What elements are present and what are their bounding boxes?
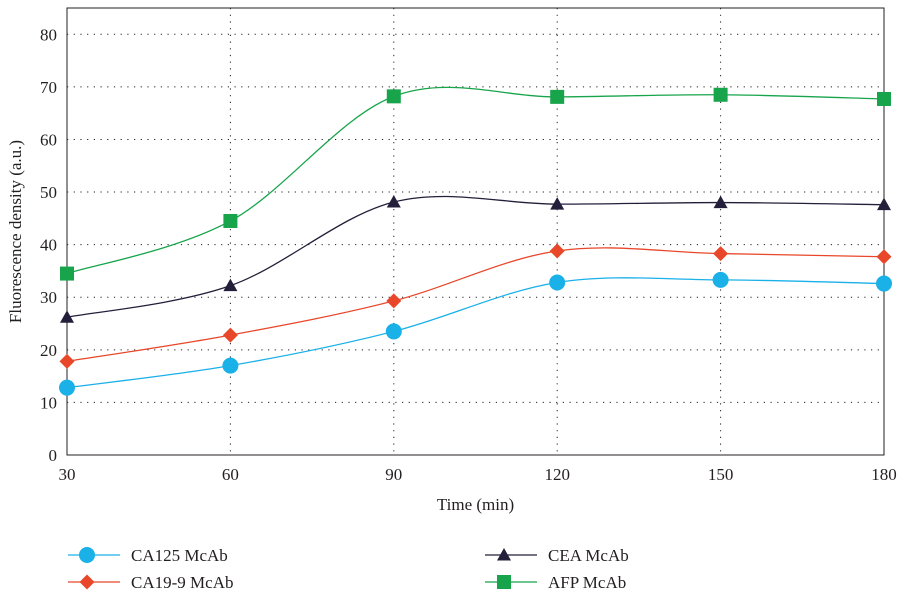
data-point (223, 213, 238, 228)
legend-label: CA125 McAb (131, 546, 228, 565)
legend-item: CEA McAb (485, 546, 629, 565)
legend: CA125 McAb CA19-9 McAb CEA McAb AFP McAb (68, 546, 629, 592)
x-tick-label: 180 (871, 465, 897, 484)
data-point (222, 327, 238, 343)
legend-marker (497, 548, 511, 561)
x-tick-label: 60 (222, 465, 239, 484)
plot-area (66, 7, 885, 456)
series-line (66, 277, 885, 389)
y-tick-label: 60 (40, 130, 57, 149)
series-square (60, 86, 891, 281)
data-point (386, 293, 402, 309)
data-point (59, 379, 75, 396)
y-tick-label: 50 (40, 183, 57, 202)
x-tick-label: 120 (544, 465, 570, 484)
legend-label: CA19-9 McAb (131, 573, 233, 592)
data-point (549, 243, 565, 259)
data-point (59, 353, 75, 369)
data-point (877, 91, 891, 106)
data-point (550, 89, 565, 104)
series-line (66, 247, 885, 363)
legend-item: CA125 McAb (68, 546, 228, 565)
y-axis-label: Fluorescence density (a.u.) (6, 140, 25, 323)
x-tick-label: 30 (59, 465, 76, 484)
legend-label: CEA McAb (548, 546, 629, 565)
data-point (712, 271, 729, 288)
data-point (877, 197, 891, 211)
y-tick-label: 20 (40, 341, 57, 360)
y-tick-label: 0 (49, 446, 58, 465)
data-point (876, 275, 892, 292)
y-tick-label: 40 (40, 236, 57, 255)
y-tick-label: 10 (40, 393, 57, 412)
legend-label: AFP McAb (548, 573, 626, 592)
x-tick-label: 90 (385, 465, 402, 484)
series-line (66, 86, 885, 275)
legend-marker (79, 574, 95, 590)
y-tick-label: 30 (40, 288, 57, 307)
legend-item: AFP McAb (485, 573, 626, 592)
data-point (713, 195, 728, 209)
data-point (60, 310, 74, 323)
grid-lines (67, 8, 884, 455)
data-point (713, 87, 728, 102)
legend-marker (497, 575, 511, 589)
data-point (713, 246, 729, 262)
data-point (222, 357, 239, 374)
axis-ticks: 0 10 20 30 40 50 60 70 80 30 60 90 120 150 180 (40, 25, 897, 484)
x-axis-label: Time (min) (437, 495, 514, 514)
x-tick-label: 150 (708, 465, 734, 484)
series-layer (59, 86, 892, 396)
data-point (60, 266, 74, 281)
data-point (386, 89, 401, 104)
data-point (550, 197, 565, 210)
y-tick-label: 80 (40, 25, 57, 44)
series-diamond (59, 243, 892, 369)
data-point (876, 249, 892, 265)
legend-marker (79, 547, 95, 563)
series-circle (59, 271, 892, 396)
y-tick-label: 70 (40, 78, 57, 97)
data-point (386, 195, 401, 208)
legend-item: CA19-9 McAb (68, 573, 233, 592)
data-point (549, 274, 566, 291)
series-triangle (60, 195, 891, 323)
series-line (66, 195, 885, 318)
data-point (223, 278, 238, 292)
data-point (385, 323, 402, 340)
